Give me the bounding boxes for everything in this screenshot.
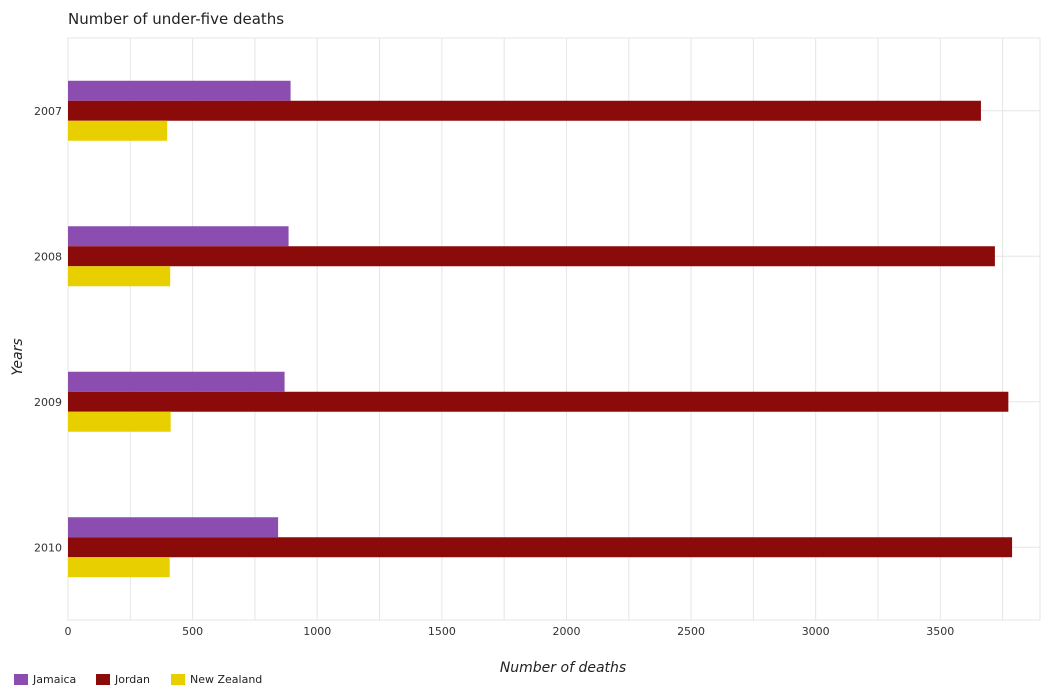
y-tick-label: 2008 xyxy=(34,250,62,263)
x-tick-label: 2500 xyxy=(677,625,705,638)
x-tick-label: 1500 xyxy=(428,625,456,638)
x-axis-title: Number of deaths xyxy=(500,660,626,676)
bar-jamaica-2009 xyxy=(68,371,285,392)
bar-jordan-2007 xyxy=(68,100,981,121)
chart-title: Number of under-five deaths xyxy=(68,10,284,28)
x-tick-label: 3500 xyxy=(926,625,954,638)
y-axis-title: Years xyxy=(10,338,26,375)
y-tick-label: 2009 xyxy=(34,396,62,409)
bar-jamaica-2007 xyxy=(68,80,291,101)
x-tick-label: 500 xyxy=(182,625,203,638)
bar-jordan-2010 xyxy=(68,537,1013,558)
y-axis-ticks: 2007 2008 2009 2010 xyxy=(34,105,62,555)
bar-jamaica-2008 xyxy=(68,226,289,247)
bar-new-zealand-2008 xyxy=(68,266,171,287)
x-tick-label: 0 xyxy=(65,625,72,638)
legend-label: New Zealand xyxy=(190,673,262,686)
legend-label: Jamaica xyxy=(32,673,76,686)
bar-new-zealand-2010 xyxy=(68,557,170,578)
x-tick-label: 2000 xyxy=(552,625,580,638)
bar-jamaica-2010 xyxy=(68,517,279,538)
x-tick-label: 3000 xyxy=(802,625,830,638)
legend-swatch xyxy=(96,674,110,685)
legend-swatch xyxy=(171,674,185,685)
bars xyxy=(68,80,1013,578)
bar-new-zealand-2009 xyxy=(68,411,171,432)
x-axis-ticks: 0 500 1000 1500 2000 2500 3000 3500 xyxy=(65,625,955,638)
bar-jordan-2009 xyxy=(68,391,1009,412)
y-tick-label: 2007 xyxy=(34,105,62,118)
x-tick-label: 1000 xyxy=(303,625,331,638)
legend: Jamaica Jordan New Zealand xyxy=(14,673,262,686)
bar-jordan-2008 xyxy=(68,246,995,267)
legend-swatch xyxy=(14,674,28,685)
y-tick-label: 2010 xyxy=(34,541,62,554)
bar-new-zealand-2007 xyxy=(68,120,168,141)
plot-frame xyxy=(67,37,1041,621)
legend-label: Jordan xyxy=(114,673,150,686)
